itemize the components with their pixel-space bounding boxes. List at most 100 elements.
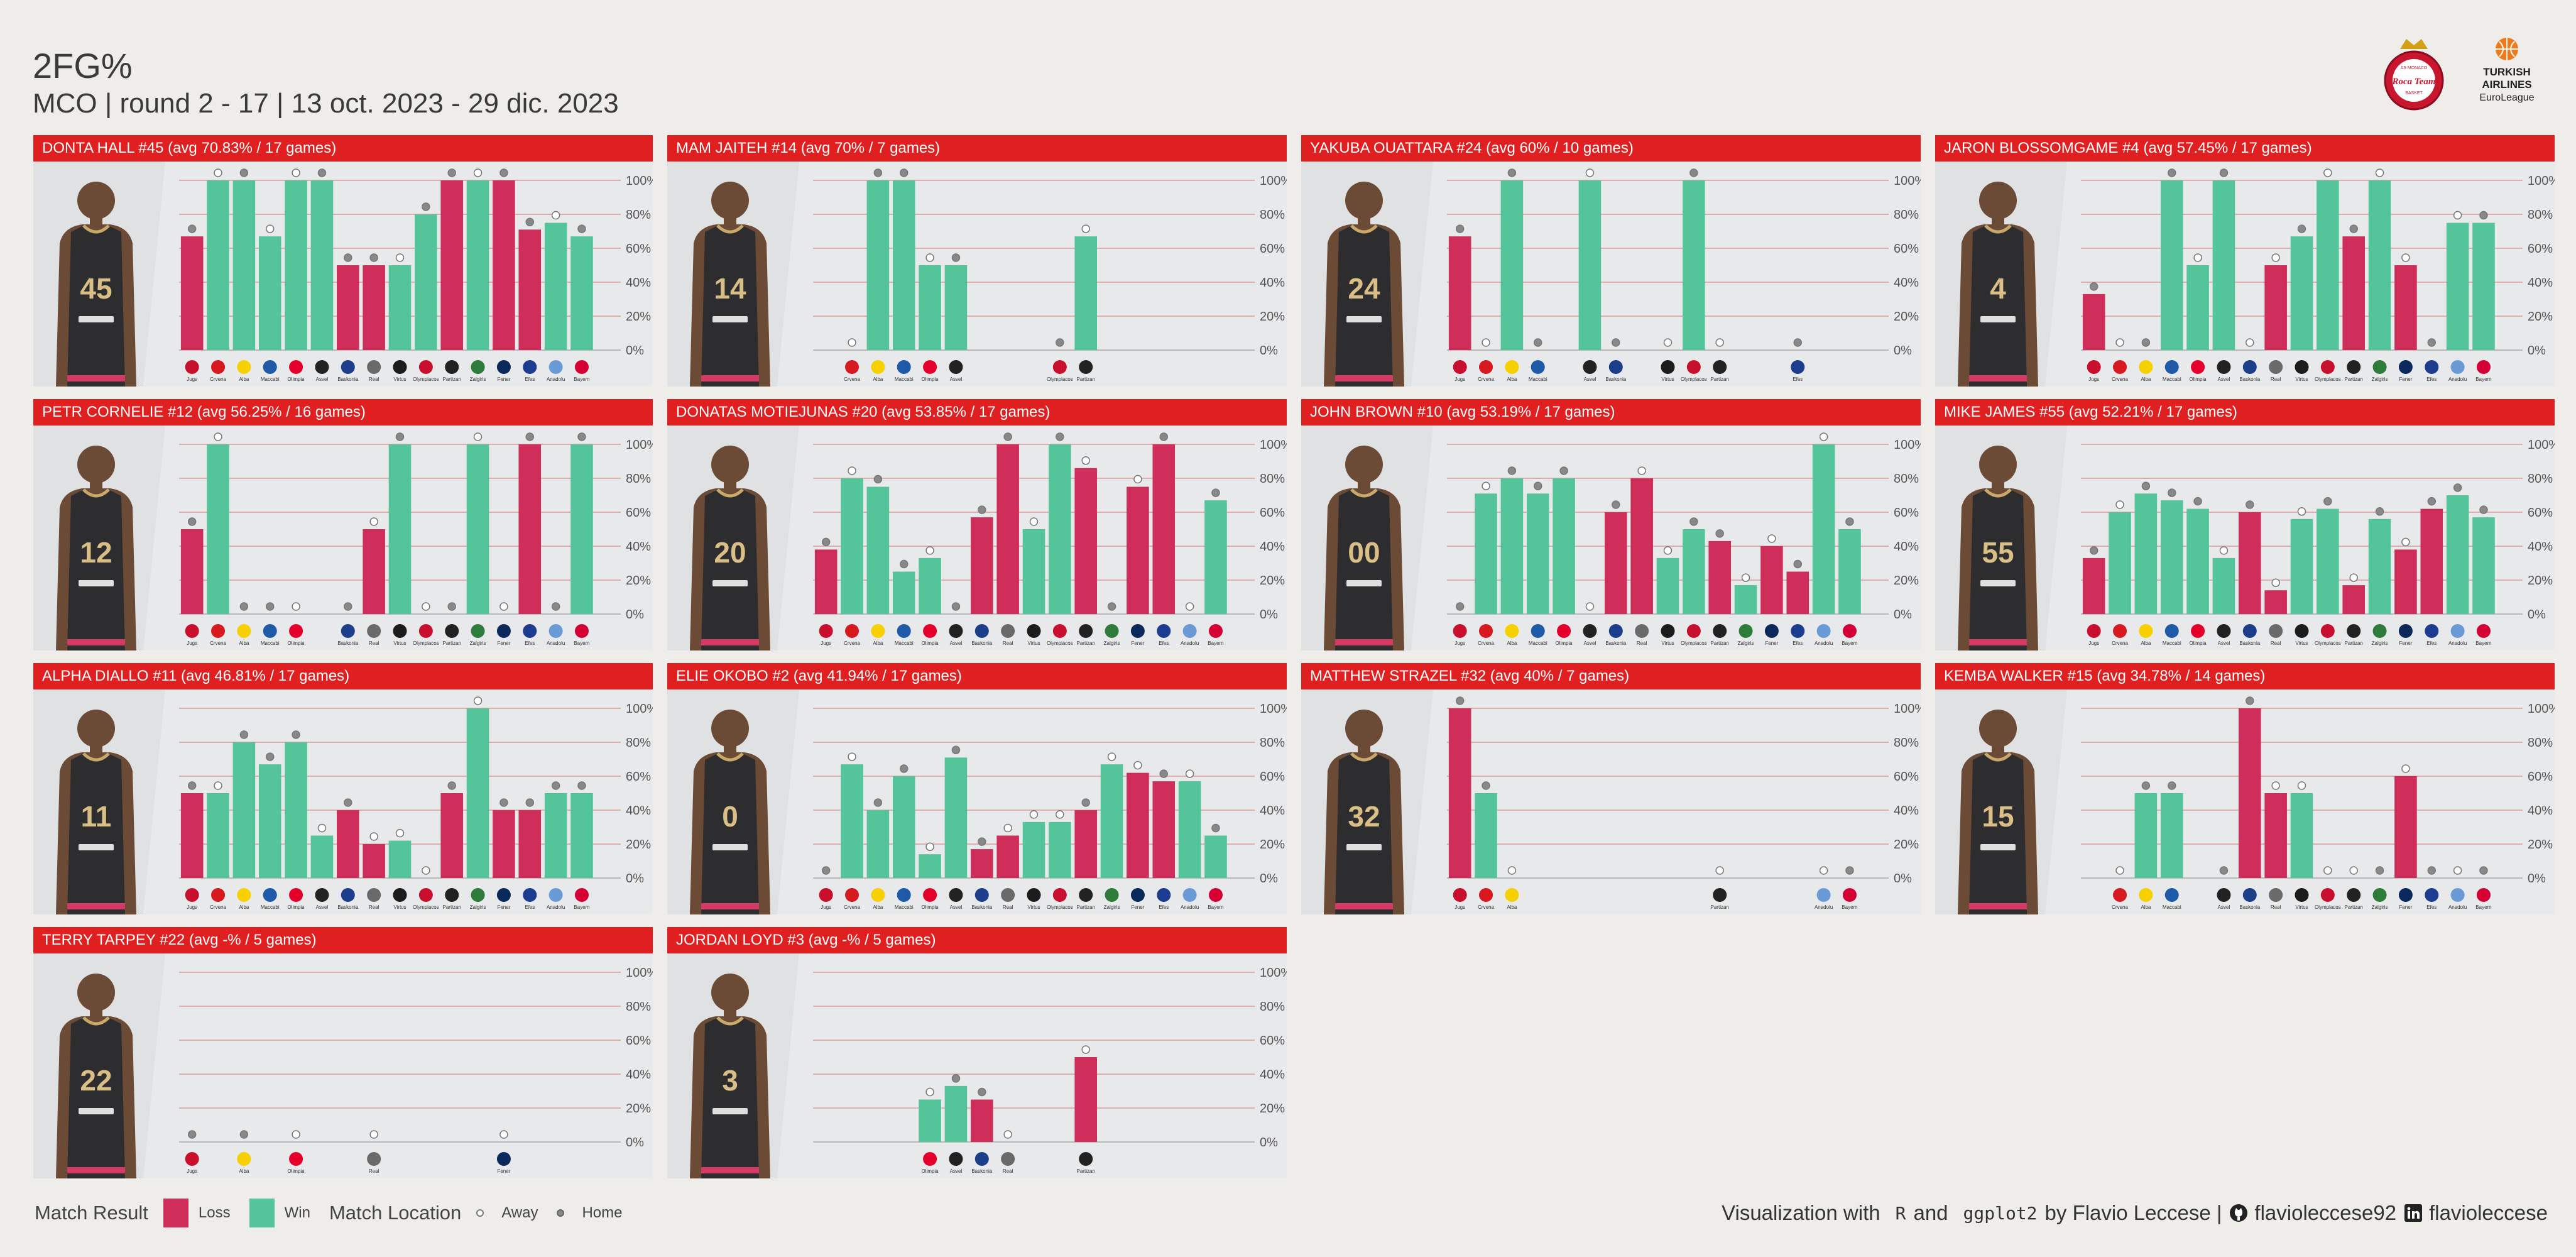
opponent-logo: Partizan (1077, 360, 1095, 382)
opponent-logo: Alba (237, 888, 251, 910)
opponent-logo-mark (2450, 888, 2465, 902)
location-dot (925, 546, 934, 555)
location-dot (1211, 823, 1220, 833)
opponent-logo-mark (1079, 1152, 1093, 1166)
opponent-label: Real (369, 904, 379, 910)
opponent-label: Asvel (950, 904, 963, 910)
location-dot (344, 602, 352, 611)
bar (440, 793, 463, 878)
opponent-logo-mark (2113, 624, 2127, 638)
bar (1630, 478, 1653, 614)
opponent-logo: Baskonia (971, 888, 993, 910)
player-panel: YAKUBA OUATTARA #24 (avg 60% / 10 games)… (1301, 135, 1921, 387)
location-dot (2246, 696, 2254, 705)
location-dot (2271, 578, 2280, 587)
opponent-logo: Partizan (2345, 360, 2363, 382)
location-dot (1612, 338, 1620, 347)
jersey-number: 3 (722, 1064, 738, 1097)
opponent-label: Jugs (187, 904, 197, 910)
bar (1100, 764, 1123, 878)
opponent-label: Asvel (950, 376, 963, 382)
y-tick-label: 100% (1894, 702, 1921, 716)
opponent-logo: Olimpia (922, 624, 939, 646)
bar (518, 444, 542, 614)
opponent-logo: Maccabi (895, 360, 914, 382)
opponent-logo-mark (974, 1152, 989, 1166)
jersey-sponsor (1980, 844, 2016, 850)
location-dot (369, 517, 378, 526)
opponent-logo: Crvena (2112, 888, 2128, 910)
opponent-label: Olympiacos (1047, 904, 1073, 910)
location-dot (1819, 866, 1828, 875)
opponent-logo-mark (1105, 624, 1119, 638)
jersey-sponsor (1346, 316, 1382, 322)
location-dot (2246, 500, 2254, 509)
location-dot (2401, 537, 2410, 547)
opponent-logo: Asvel (949, 360, 963, 382)
jersey-collar (1984, 752, 2012, 762)
y-tick-label: 80% (626, 1000, 651, 1014)
opponent-label: Maccabi (1529, 640, 1547, 646)
y-tick-label: 40% (626, 540, 651, 554)
opponent-logo-mark (871, 888, 885, 902)
location-dot (1455, 224, 1465, 233)
location-dot (873, 798, 883, 807)
location-dot (2375, 866, 2384, 875)
player-photo: 45 (56, 182, 136, 387)
opponent-logo-mark (496, 624, 511, 638)
opponent-label: Olimpia (922, 376, 939, 382)
location-dot (1741, 573, 1750, 582)
opponent-logo-mark (897, 360, 911, 374)
y-tick-label: 60% (1894, 506, 1919, 520)
bar (466, 708, 489, 878)
linkedin-icon (2404, 1204, 2423, 1222)
location-dot (214, 432, 222, 441)
opponent-label: Jugs (821, 904, 831, 910)
bar (814, 549, 838, 614)
opponent-label: Olympiacos (1047, 640, 1073, 646)
player-panel: ALPHA DIALLO #11 (avg 46.81% / 17 games)… (33, 663, 653, 914)
opponent-label: Real (2271, 904, 2281, 910)
credits-github[interactable]: flavioleccese92 (2254, 1201, 2397, 1224)
player-chart: 4 100% 80% 60% 40% 20% 0% Jugs Crvena Alba Maccabi… (1935, 162, 2555, 387)
opponent-logo: Zalgiris (1104, 888, 1120, 910)
bar (258, 764, 281, 878)
opponent-logo: Real (1001, 1152, 1015, 1174)
y-tick-label: 100% (1260, 702, 1287, 716)
opponent-logo: Maccabi (1529, 360, 1547, 382)
opponent-logo: Real (1001, 888, 1015, 910)
panel-header: ELIE OKOBO #2 (avg 41.94% / 17 games) (667, 663, 1287, 689)
opponent-logo: Asvel (1583, 624, 1597, 646)
opponent-label: Crvena (844, 376, 860, 382)
opponent-logo-mark (1505, 888, 1519, 902)
opponent-logo: Bayern (2475, 624, 2492, 646)
y-tick-label: 20% (2528, 838, 2553, 852)
opponent-label: Maccabi (1529, 376, 1547, 382)
opponent-logo: Virtus (1027, 888, 1041, 910)
opponent-logo: Real (367, 1152, 381, 1174)
player-panel: MIKE JAMES #55 (avg 52.21% / 17 games) 55… (1935, 399, 2555, 650)
location-dot (214, 168, 222, 177)
bar (2420, 508, 2443, 614)
y-tick-label: 60% (626, 242, 651, 256)
opponent-logo: Zalgiris (2372, 360, 2388, 382)
credits-linkedin[interactable]: flavioleccese (2429, 1201, 2548, 1224)
opponent-logo-mark (2398, 360, 2413, 374)
player-jersey (67, 754, 125, 914)
opponent-logo-mark (1661, 624, 1675, 638)
y-tick-label: 20% (626, 838, 651, 852)
opponent-logo-mark (974, 888, 989, 902)
opponent-label: Efes (525, 904, 535, 910)
opponent-label: Bayern (1842, 640, 1857, 646)
opponent-logo-mark (2139, 888, 2153, 902)
y-tick-label: 60% (2528, 770, 2553, 784)
location-dot (899, 168, 909, 177)
opponent-logo-mark (1635, 624, 1649, 638)
location-dot (2323, 497, 2332, 506)
opponent-logo-mark (2217, 624, 2231, 638)
y-tick-label: 60% (2528, 242, 2553, 256)
opponent-label: Olympiacos (2315, 904, 2341, 910)
player-head (711, 710, 749, 747)
opponent-logo-mark (1816, 888, 1831, 902)
opponent-logo: Anadolu (2448, 624, 2467, 646)
